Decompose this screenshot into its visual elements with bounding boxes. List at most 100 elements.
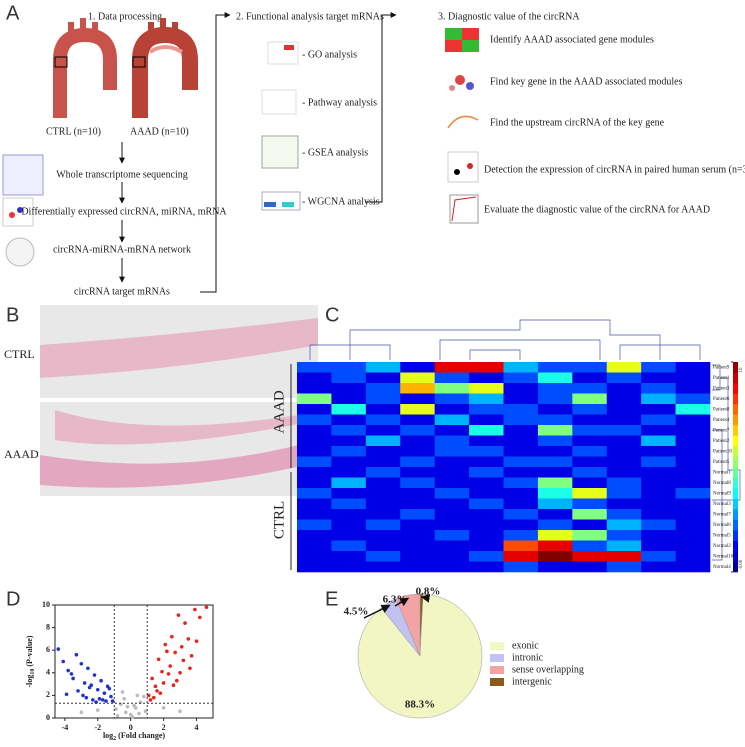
point [114,707,118,711]
heatmap-cell [469,446,504,457]
heatmap-cell [572,425,608,436]
point [178,671,182,675]
row-label: Patient7 [713,428,730,433]
point [132,703,136,708]
heatmap-cell [675,372,711,384]
colorbar-step [733,446,738,457]
point [87,685,92,690]
colorbar-label: 0.00 [739,559,744,568]
heatmap-cell [434,414,470,426]
panel-label: E [325,588,338,610]
colorbar-step [733,435,738,447]
heatmap-cell [606,435,642,447]
heatmap-cell [641,498,676,510]
heatmap-cell [641,509,676,520]
heatmap-cell [331,530,367,541]
heatmap-cell [331,540,367,552]
heatmap-cell [675,530,711,541]
heatmap-cell [365,488,401,499]
colorbar-step [733,551,738,562]
row-label: CTRL [4,347,35,361]
point [158,691,163,695]
heatmap-cell [641,519,676,531]
value-label: 88.3% [405,699,435,711]
heatmap-cell [469,551,504,562]
heatmap-cell [675,404,711,415]
point [166,672,171,676]
heatmap-cell [675,551,711,562]
colorbar-step [733,404,738,415]
heatmap-cell [297,467,332,478]
heatmap-cell [675,498,711,510]
heatmap-cell [606,509,642,520]
heatmap-cell [537,509,573,520]
heatmap-cell [572,488,608,499]
heatmap-cell [297,425,332,436]
colorbar-step [733,425,738,436]
heatmap-cell [537,540,573,552]
heatmap-cell [331,477,367,489]
colorbar-step [733,561,738,573]
heatmap-cell [434,467,470,478]
y-tick-label: 10 [42,600,50,609]
row-label: AAAD [4,447,39,461]
heatmap-cell [469,393,504,405]
heatmap-cell [331,393,367,405]
heatmap-cell [331,498,367,510]
legend-label: exonic [512,640,539,651]
heatmap-cell [537,498,573,510]
heatmap-cell [400,446,435,457]
heatmap-cell [400,383,435,394]
point [168,664,173,668]
point [170,634,174,639]
heatmap-cell [365,446,401,457]
heatmap-cell [675,383,711,394]
heatmap-cell [434,362,470,373]
heatmap-cell [400,404,435,415]
heatmap-cell [434,372,470,384]
heatmap-cell [400,561,435,573]
heatmap-cell [572,383,608,394]
group-label: CTRL (n=10) [46,126,101,137]
heatmap-cell [297,446,332,457]
heatmap-cell [503,509,539,520]
heatmap-cell [606,530,642,541]
heatmap-cell [297,530,332,541]
heatmap-cell [675,467,711,478]
heatmap-cell [469,519,504,531]
heatmap-cell [469,488,504,499]
heatmap-cell [469,435,504,447]
histology [40,305,318,496]
colorbar-step [733,519,738,531]
heatmap-cell [400,467,435,478]
point [120,690,125,694]
heatmap-cell [537,446,573,457]
point [81,693,85,698]
y-tick-label: 0 [46,713,50,722]
heatmap-cell [434,498,470,510]
heatmap-cell [331,488,367,499]
point [82,681,87,685]
heatmap-cell [641,414,676,426]
heatmap-cell [503,467,539,478]
heatmap-cell [503,498,539,510]
heatmap-cell [503,540,539,552]
point [160,669,164,674]
heatmap-cell [469,561,504,573]
column-title: 2. Functional analysis target mRNAs [236,11,384,22]
heatmap-cell [331,519,367,531]
point [193,607,197,612]
item: Find key gene in the AAAD associated mod… [490,76,683,87]
flow-arrows [119,12,397,293]
group-label: CTRL [271,501,287,539]
point [97,696,102,701]
heatmap-cell [675,456,711,468]
heatmap-cell [297,393,332,405]
step: circRNA target mRNAs [74,286,170,297]
step: circRNA-miRNA-mRNA network [53,244,191,255]
item: - GO analysis [302,49,357,60]
heatmap-cell [434,551,470,562]
heatmap-cell [537,530,573,541]
heatmap-cell [641,404,676,415]
point [142,694,146,699]
